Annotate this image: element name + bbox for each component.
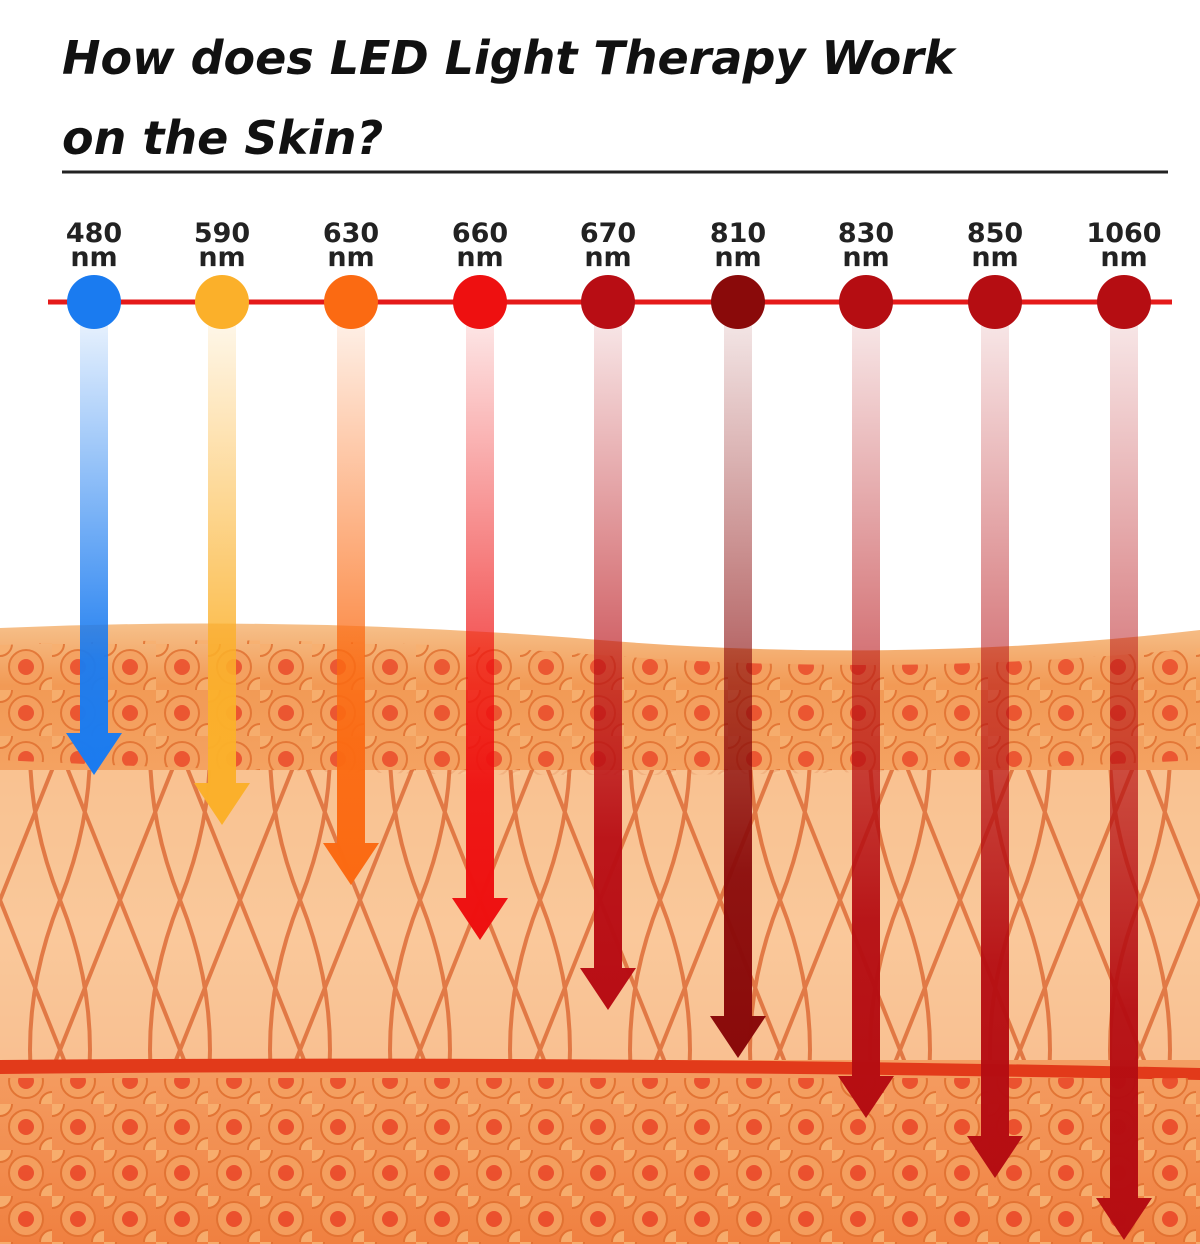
wavelength-value: 660	[452, 218, 508, 249]
arrow	[838, 320, 894, 1118]
wavelength-dot	[453, 275, 507, 329]
arrow	[967, 320, 1023, 1178]
wavelength-value: 830	[838, 218, 894, 249]
wavelength-unit: nm	[70, 242, 117, 273]
wavelength-dot	[839, 275, 893, 329]
arrow	[323, 320, 379, 885]
wavelength-dot	[711, 275, 765, 329]
wavelength-dot	[324, 275, 378, 329]
wavelength-unit: nm	[714, 242, 761, 273]
wavelength-dot	[968, 275, 1022, 329]
wavelength-unit: nm	[971, 242, 1018, 273]
arrow	[710, 320, 766, 1058]
title-line: on the Skin?	[62, 111, 383, 165]
wavelength-value: 810	[710, 218, 766, 249]
arrow	[580, 320, 636, 1010]
wavelength-unit: nm	[842, 242, 889, 273]
wavelength-value: 670	[580, 218, 636, 249]
arrow	[194, 320, 250, 825]
wavelength-items: 480nm590nm630nm660nm670nm810nm830nm850nm…	[66, 218, 1162, 1240]
wavelength-dot	[67, 275, 121, 329]
wavelength-value: 480	[66, 218, 122, 249]
subcutis	[0, 1078, 1200, 1244]
arrow	[1096, 320, 1152, 1240]
wavelength-unit: nm	[456, 242, 503, 273]
arrow	[452, 320, 508, 940]
wavelength-value: 1060	[1086, 218, 1161, 249]
arrow	[66, 320, 122, 775]
wavelength-dot	[1097, 275, 1151, 329]
wavelength-unit: nm	[198, 242, 245, 273]
dermis-border	[0, 1058, 1200, 1080]
wavelength-dot	[195, 275, 249, 329]
wavelength-unit: nm	[1100, 242, 1147, 273]
wavelength-unit: nm	[327, 242, 374, 273]
title-line: How does LED Light Therapy Work	[62, 31, 957, 85]
wavelength-dot	[581, 275, 635, 329]
wavelength-value: 850	[967, 218, 1023, 249]
wavelength-value: 630	[323, 218, 379, 249]
wavelength-value: 590	[194, 218, 250, 249]
wavelength-unit: nm	[584, 242, 631, 273]
